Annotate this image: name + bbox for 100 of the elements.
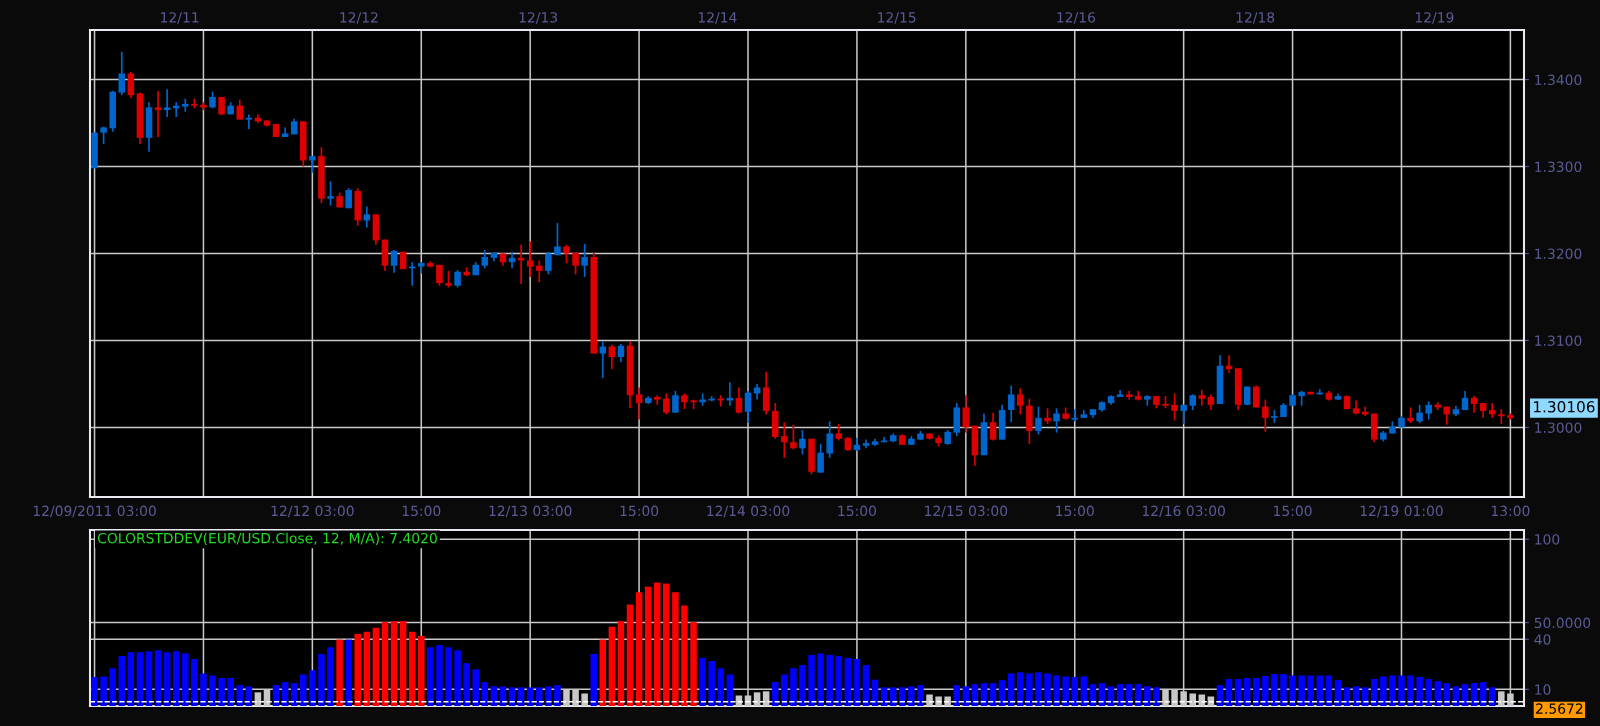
- bar: [290, 683, 298, 706]
- candlestick: [1007, 384, 1015, 424]
- candlestick: [236, 98, 244, 121]
- candlestick: [245, 113, 253, 130]
- x-tick-label: 15:00: [620, 505, 659, 517]
- bar: [653, 582, 661, 706]
- bar: [191, 658, 198, 706]
- bar: [363, 631, 371, 706]
- candlestick: [790, 423, 797, 451]
- y-tick-label: 1.3200: [1535, 248, 1582, 259]
- bar: [935, 696, 942, 706]
- y-tick-label: 1.3000: [1535, 422, 1582, 433]
- candlestick: [635, 386, 643, 421]
- bar: [635, 592, 643, 706]
- bar: [236, 685, 244, 706]
- candlestick: [826, 420, 833, 459]
- bar: [1352, 686, 1360, 706]
- bar: [399, 621, 407, 706]
- candlestick: [1262, 398, 1269, 433]
- bar: [490, 686, 498, 706]
- bar: [245, 686, 253, 706]
- bar: [726, 674, 734, 706]
- bar: [254, 692, 262, 706]
- x-tick-label: 15:00: [402, 505, 441, 517]
- bar: [372, 627, 380, 706]
- bar: [1198, 694, 1206, 706]
- candlestick: [1171, 392, 1178, 422]
- bar: [899, 687, 906, 706]
- text: 12/12: [340, 12, 378, 24]
- bar: [853, 658, 861, 706]
- bar: [354, 633, 362, 706]
- bar: [182, 653, 189, 706]
- bar: [517, 687, 525, 706]
- y-tick-label: 1.3300: [1535, 161, 1582, 173]
- chart-title: COLORSTDDEV(EUR/USD.Close, 12, M/A): 7.4020: [97, 532, 437, 546]
- bar: [554, 685, 561, 706]
- candlestick: [363, 205, 371, 229]
- candlestick: [781, 421, 788, 459]
- bar: [844, 657, 852, 706]
- bar: [889, 687, 897, 706]
- bar: [1343, 687, 1351, 706]
- text: 12/13: [519, 12, 558, 24]
- y-tick-label: 100: [1535, 534, 1560, 545]
- bar: [1026, 673, 1033, 706]
- candlestick: [581, 243, 588, 278]
- bar: [436, 645, 443, 706]
- bar: [472, 669, 479, 706]
- bar: [1144, 686, 1151, 706]
- candlestick: [535, 259, 543, 284]
- bar: [1071, 676, 1079, 706]
- bar: [1389, 675, 1396, 706]
- y-tick-label: 40: [1534, 634, 1551, 645]
- bar: [1452, 686, 1460, 706]
- candlestick: [599, 340, 607, 379]
- candlestick: [989, 411, 997, 442]
- bar: [590, 653, 597, 706]
- bar: [998, 680, 1006, 706]
- bar: [381, 622, 389, 706]
- x-tick-label: 12/15 03:00: [925, 505, 1008, 518]
- bar: [1062, 676, 1069, 706]
- candlestick: [327, 180, 334, 207]
- x-tick-label: 15:00: [838, 505, 877, 517]
- candlestick: [1416, 403, 1423, 424]
- bar: [1316, 675, 1324, 706]
- x-tick-label: 12/19 01:00: [1360, 505, 1443, 518]
- bar: [1017, 672, 1024, 706]
- bar: [390, 621, 398, 706]
- bar: [1262, 675, 1269, 706]
- bar: [1298, 675, 1305, 706]
- bar: [463, 663, 470, 706]
- candlestick: [154, 90, 162, 138]
- bar: [1252, 677, 1260, 706]
- bar: [608, 626, 616, 706]
- candlestick: [672, 390, 679, 414]
- candlestick: [962, 394, 970, 434]
- candlestick: [1017, 387, 1024, 416]
- y-tick-label: 1.3100: [1535, 335, 1582, 346]
- bar: [109, 668, 116, 706]
- text: 12/19: [1415, 12, 1454, 24]
- ref-line-label: 2.5672: [1536, 703, 1583, 714]
- bar: [172, 651, 180, 706]
- text: 12/15: [878, 12, 916, 24]
- text: 12/11: [161, 12, 199, 24]
- bar: [1380, 676, 1387, 706]
- x-tick-label: 12/16 03:00: [1142, 505, 1225, 518]
- bar: [989, 683, 997, 706]
- bar: [1434, 681, 1442, 706]
- text: 12/18: [1236, 12, 1275, 24]
- bar: [826, 654, 833, 706]
- bar: [145, 651, 153, 706]
- text: 12/14: [698, 12, 737, 24]
- candlestick: [762, 370, 770, 416]
- bar: [880, 687, 888, 706]
- candlestick: [1498, 408, 1505, 425]
- candlestick: [526, 240, 534, 278]
- bar: [481, 682, 489, 706]
- bar: [118, 655, 126, 706]
- bar: [926, 694, 933, 706]
- bar: [209, 675, 216, 706]
- bar: [218, 677, 225, 706]
